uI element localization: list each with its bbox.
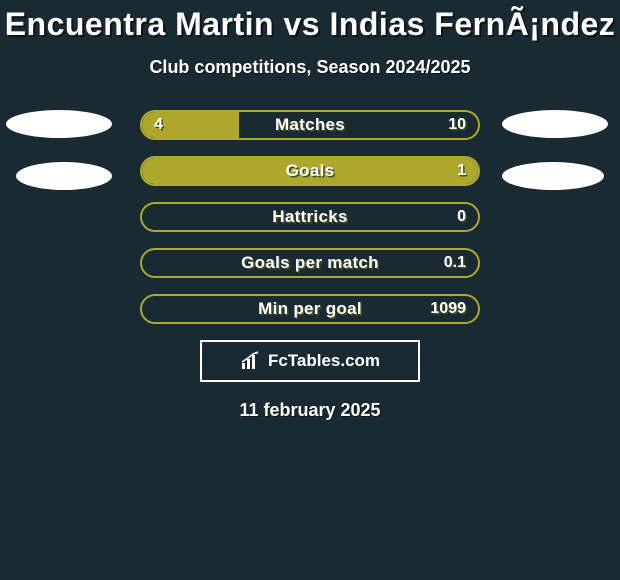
stat-bars: 4Matches10 Goals1 Hattricks0 Goals per matc…	[140, 110, 480, 324]
stat-bar: Goals1	[140, 156, 480, 186]
page-title: Encuentra Martin vs Indias FernÃ¡ndez	[0, 0, 620, 43]
footer-date: 11 february 2025	[0, 400, 620, 421]
stat-label: Goals	[142, 161, 478, 181]
stat-bar: Hattricks0	[140, 202, 480, 232]
right-placeholder-ovals	[502, 110, 612, 214]
stat-bar: Goals per match0.1	[140, 248, 480, 278]
brand-text: FcTables.com	[268, 351, 380, 371]
stat-right-value: 0	[457, 208, 466, 226]
stat-label: Min per goal	[142, 299, 478, 319]
left-placeholder-ovals	[6, 110, 116, 214]
stat-label: Goals per match	[142, 253, 478, 273]
oval-placeholder	[502, 162, 604, 190]
stat-right-value: 1099	[430, 300, 466, 318]
oval-placeholder	[16, 162, 112, 190]
stat-label: Hattricks	[142, 207, 478, 227]
stat-right-value: 10	[448, 116, 466, 134]
comparison-infographic: Encuentra Martin vs Indias FernÃ¡ndez Cl…	[0, 0, 620, 580]
stat-right-value: 0.1	[444, 254, 466, 272]
brand-box: FcTables.com	[200, 340, 420, 382]
stat-bar: 4Matches10	[140, 110, 480, 140]
stat-bar: Min per goal1099	[140, 294, 480, 324]
oval-placeholder	[502, 110, 608, 138]
content-area: 4Matches10 Goals1 Hattricks0 Goals per matc…	[0, 110, 620, 421]
oval-placeholder	[6, 110, 112, 138]
stat-right-value: 1	[457, 162, 466, 180]
stat-label: Matches	[142, 115, 478, 135]
page-subtitle: Club competitions, Season 2024/2025	[0, 57, 620, 78]
chart-icon	[240, 351, 262, 371]
